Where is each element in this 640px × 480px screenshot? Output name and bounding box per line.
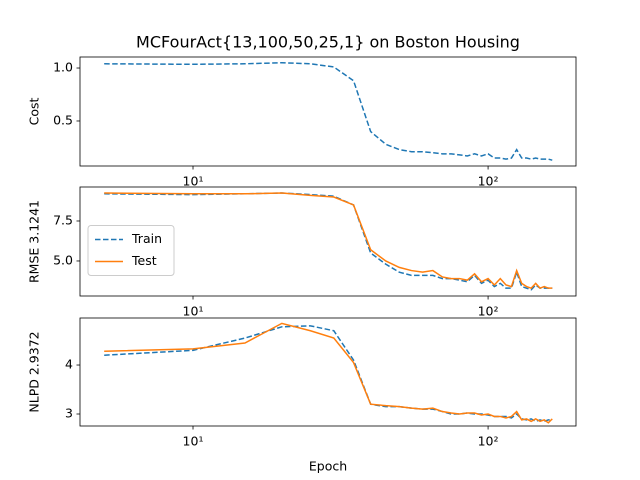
y-tick-label: 4	[65, 357, 73, 372]
data-line	[104, 322, 553, 424]
y-tick-label: 7.5	[53, 212, 73, 227]
chart-title: MCFourAct{13,100,50,25,1} on Boston Hous…	[136, 33, 520, 52]
x-tick-label: 10²	[478, 434, 499, 449]
x-axis-label: Epoch	[309, 459, 347, 474]
data-line	[104, 192, 553, 290]
y-tick-label: 3	[65, 406, 73, 421]
legend-label: Test	[131, 253, 157, 268]
legend-box	[87, 225, 175, 276]
x-tick-label: 10²	[478, 304, 499, 319]
y-tick-label: 1.0	[53, 60, 73, 75]
y-tick-label: 5.0	[53, 252, 73, 267]
y-tick-label: 0.5	[53, 112, 73, 127]
y-axis-label: NLPD 2.9372	[27, 331, 42, 412]
x-tick-label: 10¹	[183, 174, 204, 189]
x-tick-label: 10²	[478, 174, 499, 189]
plot-frame	[79, 56, 577, 167]
data-line	[104, 61, 553, 161]
plot-frame	[79, 186, 577, 297]
x-tick-label: 10¹	[183, 304, 204, 319]
y-axis-label: Cost	[27, 98, 42, 126]
legend-label: Train	[131, 231, 162, 246]
plot-frame	[79, 317, 577, 427]
data-line	[104, 325, 553, 423]
y-axis-label: RMSE 3.1241	[27, 200, 42, 283]
x-tick-label: 10¹	[183, 434, 204, 449]
